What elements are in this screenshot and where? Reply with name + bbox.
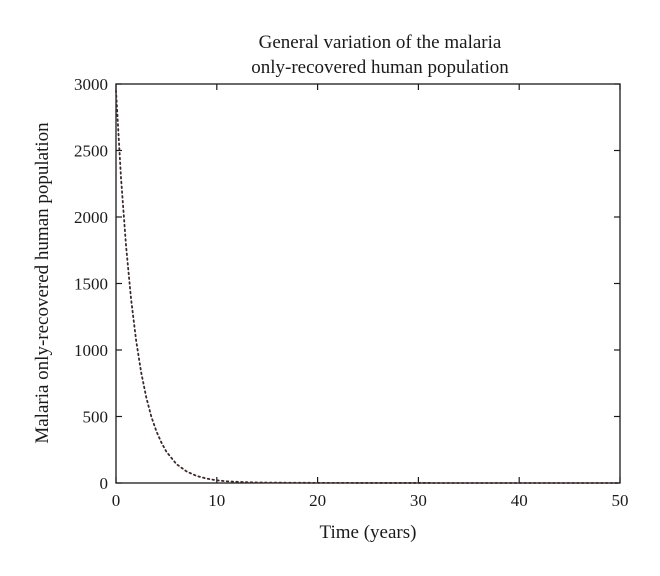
y-tick-label: 3000 — [74, 75, 108, 94]
x-axis-label: Time (years) — [320, 522, 417, 543]
x-tick-label: 10 — [208, 491, 225, 510]
y-axis-label: Malaria only-recovered human population — [32, 122, 53, 444]
x-tick-label: 30 — [410, 491, 427, 510]
y-tick-label: 0 — [100, 474, 109, 493]
x-tick-label: 50 — [612, 491, 629, 510]
chart-title-line-2: only-recovered human population — [251, 57, 509, 78]
x-tick-label: 20 — [309, 491, 326, 510]
x-tick-label: 40 — [511, 491, 528, 510]
y-tick-label: 1000 — [74, 341, 108, 360]
x-axis: 0 10 20 30 40 50 — [112, 84, 629, 510]
y-tick-label: 1500 — [74, 275, 108, 294]
chart-title-line-1: General variation of the malaria — [259, 32, 502, 53]
chart-title: General variation of the malaria only-re… — [251, 32, 509, 78]
series-line — [115, 89, 621, 484]
x-tick-label: 0 — [112, 491, 121, 510]
y-tick-label: 500 — [83, 408, 109, 427]
y-tick-label: 2500 — [74, 142, 108, 161]
y-tick-label: 2000 — [74, 208, 108, 227]
plot-area — [115, 83, 621, 484]
y-axis: 0 500 1000 1500 2000 2500 3000 — [74, 75, 620, 493]
